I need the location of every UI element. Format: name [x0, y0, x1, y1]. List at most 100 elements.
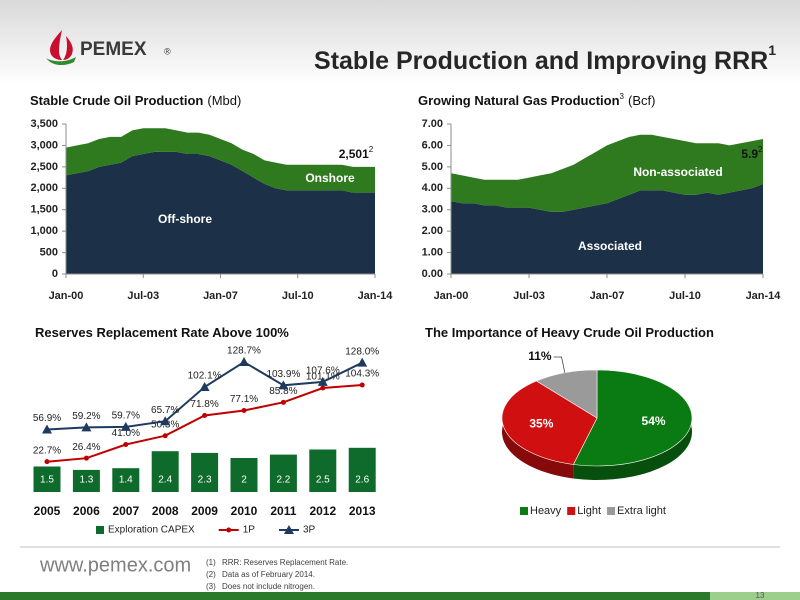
value-label: 59.2% [72, 411, 100, 422]
y-tick-label: 2.00 [422, 225, 443, 237]
note-text: Does not include nitrogen. [222, 582, 315, 591]
y-tick-label: 3,000 [30, 139, 58, 151]
x-tick-label: Jan-00 [434, 290, 469, 302]
bar [33, 466, 61, 492]
y-tick-label: 0.00 [422, 268, 443, 280]
value-label: 77.1% [230, 394, 258, 405]
x-tick-label: 2006 [73, 504, 100, 518]
marker [120, 421, 131, 431]
logo-flame [50, 30, 62, 60]
pie-side [501, 381, 574, 479]
value-label: 56.9% [33, 413, 61, 424]
x-tick-label: 2013 [349, 504, 376, 518]
marker [317, 376, 328, 386]
series-label: Associated [578, 239, 642, 253]
chart-title-text: Growing Natural Gas Production [418, 93, 620, 108]
y-tick-label: 1,500 [30, 204, 58, 216]
marker [44, 459, 50, 465]
marker [241, 408, 247, 414]
value-label: 128.7% [227, 346, 261, 357]
chart-title-text: Reserves Replacement Rate Above 100% [35, 325, 289, 340]
marker [199, 382, 210, 392]
header-band [0, 0, 800, 85]
annotation: 5.92 [741, 145, 763, 161]
annotation: 2,5012 [339, 145, 374, 161]
legend-label: Exploration CAPEX [108, 525, 195, 536]
bar-label: 1.5 [40, 475, 54, 486]
leader-line [553, 356, 566, 373]
note-marker: (2) [206, 570, 216, 579]
bar [230, 458, 258, 492]
legend-label: Extra light [617, 505, 666, 517]
y-tick-label: 3,500 [30, 118, 58, 130]
legend-label: Heavy [530, 505, 562, 517]
x-tick-label: Jul-10 [669, 290, 701, 302]
y-tick-label: 2,000 [30, 182, 58, 194]
note-text: Data as of February 2014. [222, 570, 315, 579]
logo-text: PEMEX [80, 39, 147, 60]
marker [160, 416, 171, 426]
marker [357, 357, 368, 367]
value-label: 41.0% [112, 428, 140, 439]
area [451, 134, 763, 212]
marker [162, 433, 168, 439]
annotation-note: 2 [758, 145, 763, 154]
marker [320, 385, 326, 391]
legend-swatch [96, 526, 104, 534]
value-label: 103.9% [266, 369, 300, 380]
footer-bar [0, 592, 710, 600]
bar [309, 449, 337, 492]
x-tick-label: Jan-14 [746, 290, 782, 302]
chart-title-note: 3 [620, 92, 625, 101]
area [451, 184, 763, 274]
y-tick-label: 6.00 [422, 139, 443, 151]
legend-swatch [520, 507, 528, 515]
bar-label: 2.4 [158, 475, 172, 486]
bar [151, 451, 179, 492]
annotation-note: 2 [369, 145, 374, 154]
value-label: 85.8% [269, 386, 297, 397]
legend-marker [283, 525, 294, 534]
footer-bar-end [710, 592, 800, 600]
x-tick-label: Jul-03 [513, 290, 545, 302]
x-tick-label: 2010 [231, 504, 258, 518]
bar-label: 2 [241, 475, 247, 486]
x-tick-label: 2012 [309, 504, 336, 518]
bar-label: 1.3 [79, 475, 93, 486]
logo-flame [63, 36, 73, 60]
bar [348, 447, 376, 492]
legend-swatch [607, 507, 616, 515]
bar [112, 468, 140, 492]
value-label: 59.7% [112, 411, 140, 422]
legend-label: Light [577, 505, 601, 517]
x-tick-label: Jul-10 [282, 290, 314, 302]
note-text: RRR: Reserves Replacement Rate. [222, 558, 348, 567]
series-label: Non-associated [633, 165, 722, 179]
slide-title-text: Stable Production and Improving RRR [314, 47, 768, 75]
area [66, 128, 375, 193]
x-tick-label: 2009 [191, 504, 218, 518]
pie-slice [501, 380, 598, 465]
value-label: 128.0% [345, 346, 379, 357]
logo-mark: ® [164, 46, 171, 56]
chart-title: Growing Natural Gas Production3 (Bcf) [418, 92, 655, 108]
legend-label: 1P [243, 525, 256, 536]
y-tick-label: 2,500 [30, 161, 58, 173]
value-label: 65.7% [151, 405, 179, 416]
legend-swatch [567, 507, 576, 515]
bar-label: 2.3 [198, 475, 212, 486]
x-tick-label: Jan-00 [49, 290, 84, 302]
page-number: 13 [756, 591, 765, 600]
marker [239, 357, 249, 367]
area [66, 151, 375, 274]
marker [83, 455, 89, 461]
logo: PEMEX ® [46, 30, 171, 66]
value-label: 26.4% [72, 442, 100, 453]
value-label: 11% [528, 349, 552, 363]
y-tick-label: 1.00 [422, 246, 443, 258]
note-marker: (1) [206, 558, 216, 567]
y-tick-label: 0 [52, 268, 58, 280]
y-tick-label: 500 [40, 246, 58, 258]
bar [269, 454, 297, 492]
pie-slice [572, 369, 693, 467]
